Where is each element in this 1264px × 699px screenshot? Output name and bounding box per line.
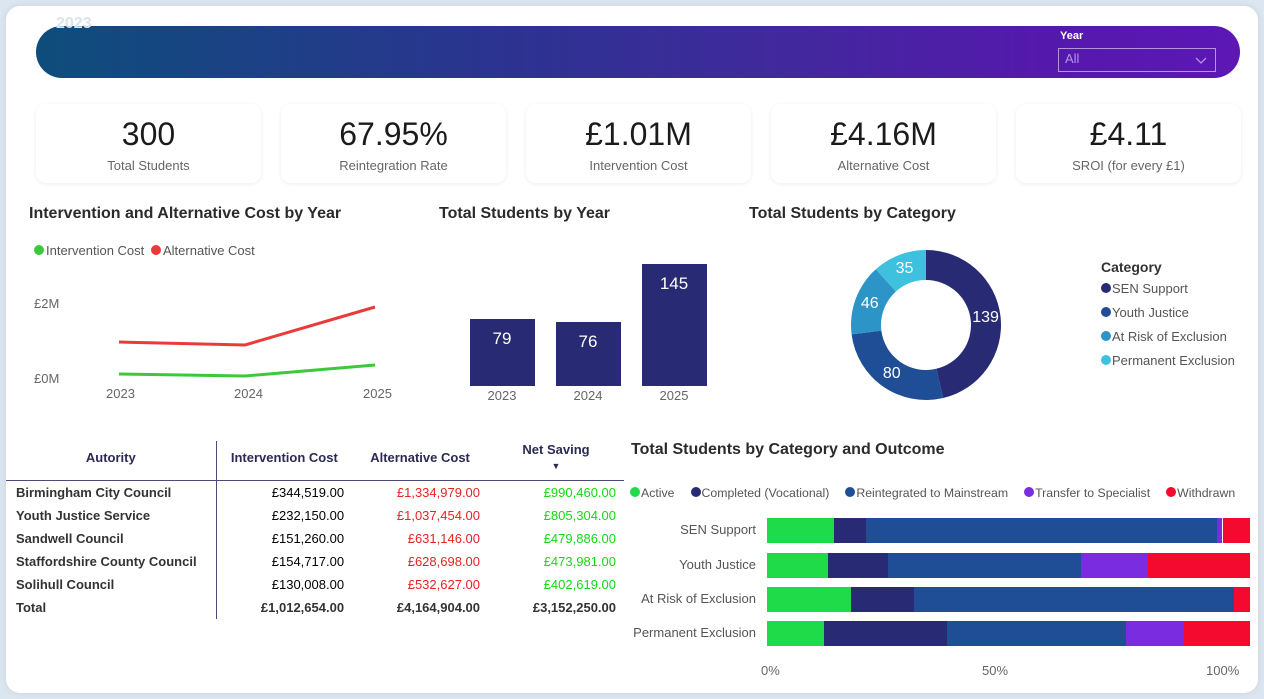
svg-text:145: 145 xyxy=(660,274,688,293)
svg-text:2023: 2023 xyxy=(488,388,517,403)
svg-text:80: 80 xyxy=(883,365,901,382)
svg-text:2025: 2025 xyxy=(660,388,689,403)
svg-text:139: 139 xyxy=(972,309,999,326)
svg-text:79: 79 xyxy=(493,329,512,348)
svg-text:76: 76 xyxy=(579,332,598,351)
svg-text:2024: 2024 xyxy=(574,388,603,403)
svg-text:46: 46 xyxy=(861,295,879,312)
svg-text:35: 35 xyxy=(896,260,914,277)
